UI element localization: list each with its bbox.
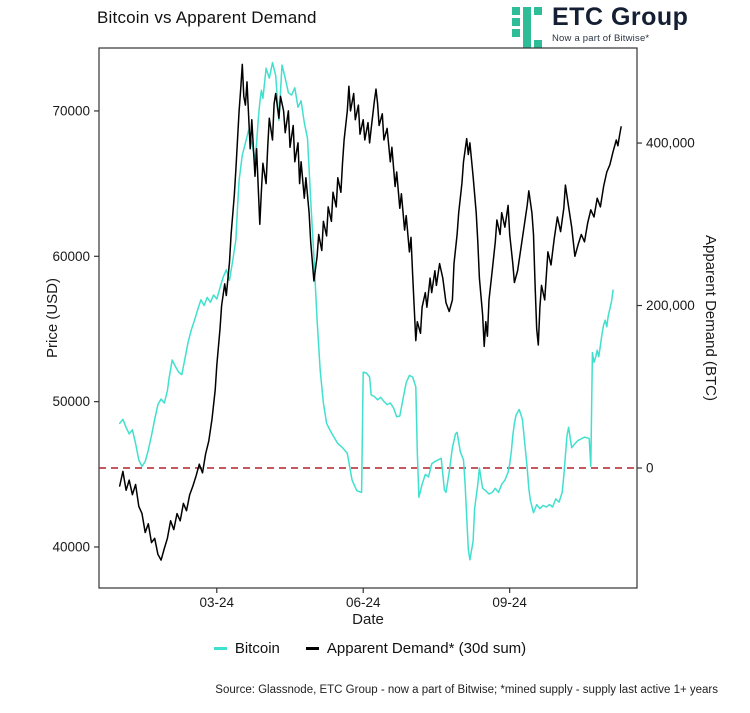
left-axis-tick-label: 60000 xyxy=(52,249,90,264)
legend-label-apparent-demand: Apparent Demand* (30d sum) xyxy=(326,640,527,657)
right-axis-tick-label: 0 xyxy=(646,461,654,476)
left-axis-title: Price (USD) xyxy=(44,278,61,358)
legend-item-apparent-demand: Apparent Demand* (30d sum) xyxy=(305,640,527,657)
legend-item-bitcoin: Bitcoin xyxy=(213,640,280,657)
right-axis-tick-label: 400,000 xyxy=(646,136,695,151)
bitcoin-line xyxy=(118,61,614,561)
left-axis-tick-label: 50000 xyxy=(52,394,90,409)
apparent-demand-line xyxy=(118,63,622,561)
logo-square xyxy=(534,7,542,15)
logo-square xyxy=(534,40,542,48)
logo-square xyxy=(512,18,520,26)
right-axis-tick-label: 200,000 xyxy=(646,298,695,313)
etc-group-logo: ETC Group Now a part of Bitwise* xyxy=(512,5,688,48)
logo-name: ETC Group xyxy=(552,3,689,31)
left-axis-tick-label: 70000 xyxy=(52,103,90,118)
etc-group-logo-icon xyxy=(512,7,542,48)
x-axis-title: Date xyxy=(352,611,384,628)
x-axis-tick-label: 09-24 xyxy=(492,595,527,610)
x-axis-tick-label: 06-24 xyxy=(346,595,381,610)
apparent-demand-line-swatch xyxy=(305,647,319,650)
x-axis-tick-label: 03-24 xyxy=(200,595,235,610)
legend-label-bitcoin: Bitcoin xyxy=(234,640,280,657)
source-note: Source: Glassnode, ETC Group - now a par… xyxy=(215,684,718,696)
chart-title: Bitcoin vs Apparent Demand xyxy=(97,8,317,27)
logo-square xyxy=(512,7,520,15)
plot-panel-border xyxy=(98,47,638,589)
left-axis-tick-label: 40000 xyxy=(52,540,90,555)
chart-legend: Bitcoin Apparent Demand* (30d sum) xyxy=(0,640,740,657)
logo-text: ETC Group Now a part of Bitwise* xyxy=(552,5,688,44)
bitcoin-line-swatch xyxy=(213,647,227,650)
logo-tagline: Now a part of Bitwise* xyxy=(552,33,650,44)
logo-bar xyxy=(523,7,531,48)
logo-square xyxy=(512,29,520,37)
right-axis-title: Apparent Demand (BTC) xyxy=(702,235,719,401)
